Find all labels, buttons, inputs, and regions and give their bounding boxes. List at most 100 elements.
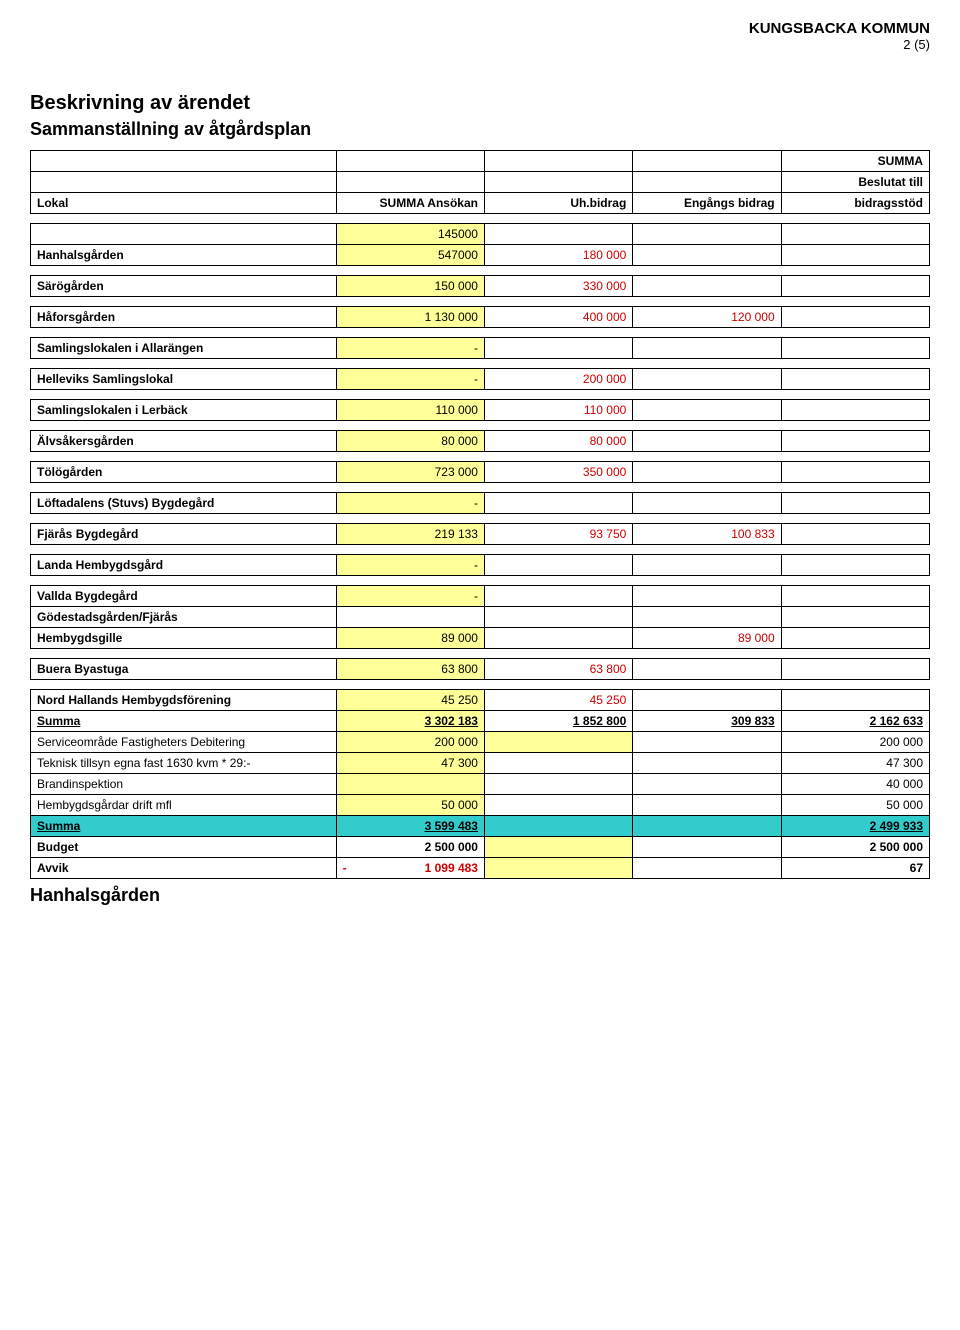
cell: 67 xyxy=(781,858,929,879)
col-lokal: Lokal xyxy=(31,193,337,214)
cell: 80 000 xyxy=(484,431,632,452)
cell: 47 300 xyxy=(781,753,929,774)
cell: 1 130 000 xyxy=(336,307,484,328)
cell: 547000 xyxy=(336,245,484,266)
cell: 723 000 xyxy=(336,462,484,483)
table-row: Helleviks Samlingslokal - 200 000 xyxy=(31,369,930,390)
cell: - xyxy=(336,586,484,607)
cell: 180 000 xyxy=(484,245,632,266)
cell: 219 133 xyxy=(336,524,484,545)
row-label: Samlingslokalen i Allarängen xyxy=(31,338,337,359)
col-bidragsstod: bidragsstöd xyxy=(781,193,929,214)
col-uhbidrag: Uh.bidrag xyxy=(484,193,632,214)
table-row: Brandinspektion 40 000 xyxy=(31,774,930,795)
row-label: Summa xyxy=(31,711,337,732)
cell: 110 000 xyxy=(336,400,484,421)
table-row: Buera Byastuga 63 800 63 800 xyxy=(31,659,930,680)
table-row: Landa Hembygdsgård - xyxy=(31,555,930,576)
cell: 2 499 933 xyxy=(781,816,929,837)
cell: 50 000 xyxy=(336,795,484,816)
cell: 200 000 xyxy=(484,369,632,390)
table-row: Hembygdsgårdar drift mfl 50 000 50 000 xyxy=(31,795,930,816)
footer-label: Hanhalsgården xyxy=(30,885,930,906)
table-row: Tölögården 723 000 350 000 xyxy=(31,462,930,483)
cell: 89 000 xyxy=(633,628,781,649)
cell: 200 000 xyxy=(781,732,929,753)
cell: 47 300 xyxy=(336,753,484,774)
row-label: Särögården xyxy=(31,276,337,297)
row-label: Budget xyxy=(31,837,337,858)
col-beslutat: Beslutat till xyxy=(781,172,929,193)
row-label: Gödestadsgården/Fjärås xyxy=(31,607,337,628)
org-name: KUNGSBACKA KOMMUN xyxy=(30,20,930,37)
row-label: Buera Byastuga xyxy=(31,659,337,680)
col-engangs: Engångs bidrag xyxy=(633,193,781,214)
row-label: Summa xyxy=(31,816,337,837)
table-row: Löftadalens (Stuvs) Bygdegård - xyxy=(31,493,930,514)
table-header-row: Lokal SUMMA Ansökan Uh.bidrag Engångs bi… xyxy=(31,193,930,214)
cell: 330 000 xyxy=(484,276,632,297)
row-label: Landa Hembygdsgård xyxy=(31,555,337,576)
cell: - xyxy=(336,369,484,390)
cell: 80 000 xyxy=(336,431,484,452)
cell: 93 750 xyxy=(484,524,632,545)
row-label: Nord Hallands Hembygdsförening xyxy=(31,690,337,711)
cell: 110 000 xyxy=(484,400,632,421)
row-label: Håforsgården xyxy=(31,307,337,328)
col-ansokan: SUMMA Ansökan xyxy=(336,193,484,214)
table-row: Älvsåkersgården 80 000 80 000 xyxy=(31,431,930,452)
table-header-row: Beslutat till xyxy=(31,172,930,193)
table-row: Hanhalsgården 547000 180 000 xyxy=(31,245,930,266)
row-label: Brandinspektion xyxy=(31,774,337,795)
table-row: Samlingslokalen i Lerbäck 110 000 110 00… xyxy=(31,400,930,421)
row-label: Serviceområde Fastigheters Debitering xyxy=(31,732,337,753)
row-label: Hembygdsgille xyxy=(31,628,337,649)
summa-row-2: Summa 3 599 483 2 499 933 xyxy=(31,816,930,837)
cell: 100 833 xyxy=(633,524,781,545)
cell: 2 500 000 xyxy=(781,837,929,858)
row-label: Avvik xyxy=(31,858,337,879)
cell: 350 000 xyxy=(484,462,632,483)
table-row: Hembygdsgille 89 000 89 000 xyxy=(31,628,930,649)
table-row: 145000 xyxy=(31,224,930,245)
table-row: Vallda Bygdegård - xyxy=(31,586,930,607)
table-row: Gödestadsgården/Fjärås xyxy=(31,607,930,628)
budget-row: Budget 2 500 000 2 500 000 xyxy=(31,837,930,858)
avvik-sign: - xyxy=(343,861,347,875)
cell: - xyxy=(336,555,484,576)
cell: 45 250 xyxy=(484,690,632,711)
cell: 3 302 183 xyxy=(336,711,484,732)
avvik-row: Avvik - 1 099 483 67 xyxy=(31,858,930,879)
table-header-row: SUMMA xyxy=(31,151,930,172)
cell: 40 000 xyxy=(781,774,929,795)
cell: 150 000 xyxy=(336,276,484,297)
cell: 50 000 xyxy=(781,795,929,816)
table-row: Samlingslokalen i Allarängen - xyxy=(31,338,930,359)
section-titles: Beskrivning av ärendet Sammanställning a… xyxy=(30,92,930,140)
row-label: Fjärås Bygdegård xyxy=(31,524,337,545)
row-label: Älvsåkersgården xyxy=(31,431,337,452)
row-label: Hanhalsgården xyxy=(31,245,337,266)
summa-row: Summa 3 302 183 1 852 800 309 833 2 162 … xyxy=(31,711,930,732)
title-2: Sammanställning av åtgårdsplan xyxy=(30,119,930,140)
cell: 45 250 xyxy=(336,690,484,711)
cell: 89 000 xyxy=(336,628,484,649)
cell: 2 500 000 xyxy=(336,837,484,858)
row-label: Samlingslokalen i Lerbäck xyxy=(31,400,337,421)
row-label: Tölögården xyxy=(31,462,337,483)
table-row: Håforsgården 1 130 000 400 000 120 000 xyxy=(31,307,930,328)
row-label: Löftadalens (Stuvs) Bygdegård xyxy=(31,493,337,514)
col-summa: SUMMA xyxy=(781,151,929,172)
table-row: Särögården 150 000 330 000 xyxy=(31,276,930,297)
cell: 1 099 483 xyxy=(425,861,478,875)
row-label: Helleviks Samlingslokal xyxy=(31,369,337,390)
cell: 63 800 xyxy=(484,659,632,680)
page-header: KUNGSBACKA KOMMUN 2 (5) xyxy=(30,20,930,52)
cell: - xyxy=(336,493,484,514)
row-label: Vallda Bygdegård xyxy=(31,586,337,607)
cell: 145000 xyxy=(336,224,484,245)
row-label: Hembygdsgårdar drift mfl xyxy=(31,795,337,816)
table-row: Serviceområde Fastigheters Debitering 20… xyxy=(31,732,930,753)
table-row: Fjärås Bygdegård 219 133 93 750 100 833 xyxy=(31,524,930,545)
row-label: Teknisk tillsyn egna fast 1630 kvm * 29:… xyxy=(31,753,337,774)
